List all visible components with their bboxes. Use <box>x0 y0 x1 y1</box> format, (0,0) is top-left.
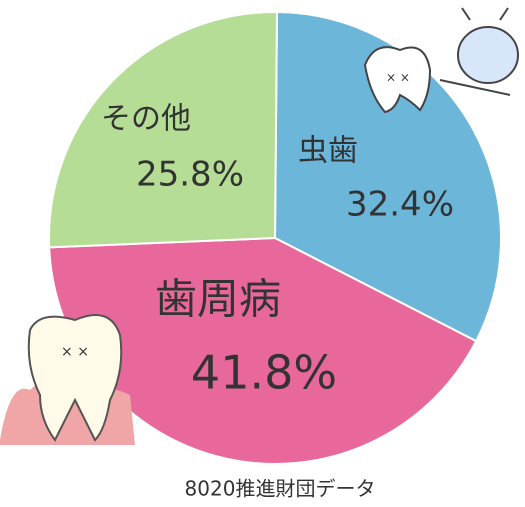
value-label: 32.4% <box>346 185 454 225</box>
tooth-face: × × <box>61 344 89 360</box>
chart: 虫歯32.4%歯周病41.8%その他25.8% 8020推進財団データ × × … <box>0 0 525 507</box>
devil <box>458 27 518 83</box>
tooth-face: × × <box>386 71 410 85</box>
page: 虫歯32.4%歯周病41.8%その他25.8% 8020推進財団データ × × … <box>0 0 525 507</box>
value-label: 41.8% <box>191 346 337 400</box>
tooth-illustration: × × <box>0 315 135 445</box>
slice-label: その他 <box>101 102 191 137</box>
slice-label: 歯周病 <box>155 275 281 324</box>
source-note: 8020推進財団データ <box>185 477 376 501</box>
value-label: 25.8% <box>136 155 244 195</box>
slice-label: 虫歯 <box>298 134 358 169</box>
